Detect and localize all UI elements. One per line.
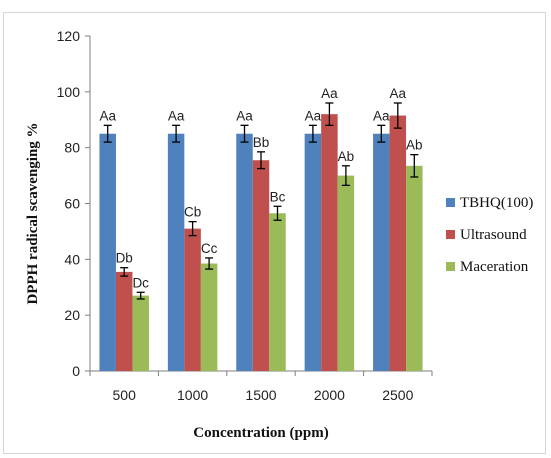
x-tick-label: 500 (113, 387, 137, 403)
legend-label: Maceration (460, 259, 529, 275)
bar (184, 228, 201, 371)
bar-group (99, 124, 116, 371)
bar (236, 133, 253, 371)
data-label: Aa (373, 108, 390, 123)
data-label: Aa (305, 108, 322, 123)
legend-item: Ultrasound (446, 227, 527, 243)
bar-group (252, 151, 270, 371)
bar-group (304, 124, 322, 371)
bar-group (269, 205, 286, 371)
bar-group (337, 165, 355, 371)
legend-label: TBHQ(100) (460, 195, 533, 211)
data-label: Aa (99, 108, 116, 123)
bar (269, 213, 286, 371)
data-label: Cc (201, 241, 218, 256)
data-label: Bb (253, 135, 270, 150)
y-tick-label: 80 (64, 140, 80, 156)
bar-group (184, 220, 201, 371)
y-tick-label: 60 (64, 196, 80, 212)
bar (167, 133, 185, 371)
y-tick-label: 100 (57, 84, 81, 100)
x-tick-label: 1500 (245, 387, 276, 403)
data-label: Bc (270, 189, 286, 204)
bar (373, 133, 390, 371)
bar-group (406, 153, 423, 371)
bar-group (132, 291, 149, 371)
y-tick-label: 20 (64, 307, 80, 323)
bar (99, 133, 116, 371)
y-axis-title: DPPH radical scavenging % (25, 122, 41, 304)
bar (406, 165, 423, 371)
bar-group (236, 124, 253, 371)
bar-group (321, 102, 338, 372)
bar (321, 114, 338, 372)
bar-group (115, 267, 133, 371)
x-axis-title: Concentration (ppm) (193, 425, 328, 441)
data-label: Cb (184, 205, 201, 220)
data-label: Db (116, 251, 133, 266)
legend-label: Ultrasound (460, 227, 527, 243)
bar (252, 160, 270, 371)
data-label: Aa (390, 86, 407, 101)
data-label: Aa (236, 108, 253, 123)
bar (132, 295, 149, 371)
y-tick-label: 0 (72, 363, 80, 379)
legend-item: Maceration (446, 259, 529, 275)
bar-group (200, 257, 218, 371)
bar (304, 133, 322, 371)
data-label: Ab (406, 138, 423, 153)
legend-swatch (446, 262, 455, 271)
bar (337, 175, 355, 371)
legend: TBHQ(100) Ultrasound Maceration (446, 195, 533, 275)
data-label: Aa (168, 108, 185, 123)
legend-swatch (446, 198, 455, 207)
x-tick-label: 2000 (314, 387, 345, 403)
x-tick-label: 2500 (382, 387, 413, 403)
bar (389, 115, 407, 371)
bar-group (167, 124, 185, 371)
legend-item: TBHQ(100) (446, 195, 533, 211)
data-label: Dc (132, 275, 149, 290)
bar (115, 271, 133, 371)
bar (200, 263, 218, 371)
data-label: Ab (338, 149, 355, 164)
bar-group (373, 124, 390, 371)
data-label: Aa (321, 86, 338, 101)
bars (99, 102, 423, 372)
y-tick-label: 120 (57, 28, 81, 44)
y-tick-label: 40 (64, 251, 80, 267)
x-tick-label: 1000 (177, 387, 208, 403)
legend-swatch (446, 230, 455, 239)
bar-group (389, 102, 407, 371)
